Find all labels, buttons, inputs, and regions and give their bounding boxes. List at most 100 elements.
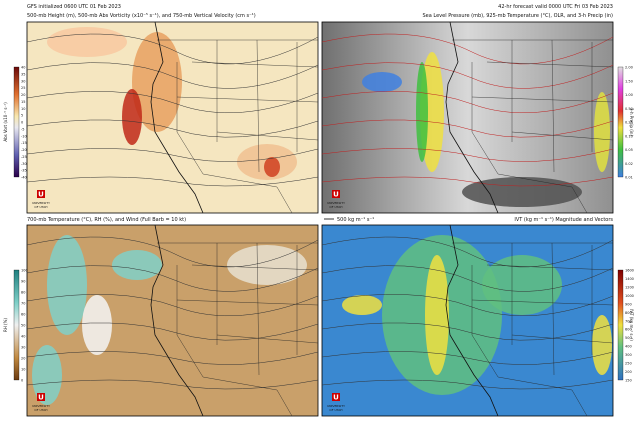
colorbar — [13, 269, 20, 381]
header-left: GFS initialized 0600 UTC 01 Feb 2023 — [27, 4, 121, 10]
logo-mark — [37, 190, 45, 199]
field-shade — [264, 157, 280, 177]
colorbar-label: RH (%) — [3, 318, 8, 332]
field-shade — [47, 235, 87, 335]
colorbar — [13, 66, 20, 178]
colorbar-tick: 90 — [21, 280, 25, 284]
colorbar-tick: 0.25 — [625, 121, 633, 125]
colorbar-tick: -10 — [21, 134, 27, 138]
colorbar-tick: 80 — [21, 291, 25, 295]
colorbar-tick: 0.50 — [625, 107, 633, 111]
logo-text: OF UTAH — [34, 408, 47, 412]
colorbar-tick: -25 — [21, 155, 27, 159]
colorbar-tick: 30 — [21, 79, 25, 83]
field-shade — [362, 72, 402, 92]
colorbar-tick: 150 — [625, 379, 632, 383]
colorbar-tick: 400 — [625, 345, 632, 349]
colorbar-label: Abs Vort (x10⁻⁵ s⁻¹) — [3, 102, 8, 142]
contour — [26, 379, 319, 390]
colorbar-tick: 0.01 — [625, 176, 633, 180]
colorbar-tick: 250 — [625, 362, 632, 366]
field-shade — [592, 315, 612, 375]
logo-text: OF UTAH — [34, 205, 47, 209]
field-shade — [32, 345, 62, 405]
colorbar-tick: 1.00 — [625, 93, 633, 97]
panel-title: IVT (kg m⁻¹ s⁻¹) Magnitude and Vectors — [514, 217, 613, 223]
logo-text: UNIVERSITY — [32, 404, 50, 408]
field-shade — [342, 295, 382, 315]
logo-mark — [332, 393, 340, 402]
logo-text: UNIVERSITY — [327, 404, 345, 408]
colorbar-tick: 1.50 — [625, 79, 633, 83]
field-shade — [425, 255, 449, 375]
colorbar-tick: -30 — [21, 162, 27, 166]
colorbar-tick: 40 — [21, 66, 25, 70]
field-shade — [482, 255, 562, 315]
colorbar-tick: 50 — [21, 324, 25, 328]
colorbar-tick: 600 — [625, 328, 632, 332]
colorbar-tick: 800 — [625, 311, 632, 315]
contour — [26, 236, 319, 268]
colorbar-tick: 900 — [625, 302, 632, 306]
colorbar-tick: 2.00 — [625, 66, 633, 70]
colorbar-tick: 0 — [21, 121, 23, 125]
colorbar-tick: 15 — [21, 100, 25, 104]
colorbar-tick: 200 — [625, 370, 632, 374]
panel-title: 500-mb Height (m), 500-mb Abs Vorticity … — [27, 13, 256, 19]
header-right: 42-hr forecast valid 0000 UTC Fri 03 Feb… — [498, 4, 613, 10]
colorbar — [617, 269, 624, 381]
colorbar-tick: 40 — [21, 335, 25, 339]
colorbar-tick: 30 — [21, 346, 25, 350]
field-shade — [122, 89, 142, 145]
colorbar-tick: 5 — [21, 114, 23, 118]
colorbar-tick: 60 — [21, 313, 25, 317]
colorbar-tick: -5 — [21, 127, 25, 131]
field-shade — [227, 245, 307, 285]
logo-mark — [37, 393, 45, 402]
colorbar-tick: 10 — [21, 368, 25, 372]
colorbar-tick: 0.05 — [625, 148, 633, 152]
contour — [321, 379, 614, 390]
field-shade — [112, 250, 162, 280]
colorbar-tick: 1600 — [625, 269, 634, 273]
colorbar-tick: 35 — [21, 72, 25, 76]
contour — [321, 176, 614, 187]
panel-title: Sea Level Pressure (mb), 925-mb Temperat… — [423, 13, 614, 19]
colorbar-tick: 1000 — [625, 294, 634, 298]
logo-mark — [332, 190, 340, 199]
colorbar-tick: 0 — [21, 379, 23, 383]
contour — [321, 236, 614, 268]
colorbar-tick: 1200 — [625, 285, 634, 289]
colorbar-tick: 100 — [21, 269, 28, 273]
field-shade — [82, 295, 112, 355]
logo-text: UNIVERSITY — [327, 201, 345, 205]
colorbar-tick: 20 — [21, 357, 25, 361]
colorbar-tick: 70 — [21, 302, 25, 306]
colorbar-tick: 0.10 — [625, 134, 633, 138]
colorbar-tick: -20 — [21, 148, 27, 152]
colorbar-tick: 25 — [21, 86, 25, 90]
panel-title: 700-mb Temperature (°C), RH (%), and Win… — [27, 217, 186, 223]
logo-text: OF UTAH — [329, 205, 342, 209]
colorbar-tick: 20 — [21, 93, 25, 97]
panels: GFS initialized 0600 UTC 01 Feb 2023 42-h… — [3, 4, 634, 417]
colorbar-tick: 0.02 — [625, 162, 633, 166]
contour — [26, 148, 319, 162]
field-shade — [132, 32, 182, 132]
field-shade — [462, 177, 582, 207]
colorbar-tick: 1400 — [625, 277, 634, 281]
field-shade — [416, 62, 428, 162]
colorbar-tick: 500 — [625, 336, 632, 340]
contour — [26, 351, 319, 365]
colorbar-tick: 700 — [625, 319, 632, 323]
contour — [26, 176, 319, 187]
logo-text: UNIVERSITY — [32, 201, 50, 205]
colorbar — [617, 66, 624, 178]
logo-text: OF UTAH — [329, 408, 342, 412]
reference-label: 500 kg m⁻¹ s⁻¹ — [337, 217, 374, 223]
colorbar-tick: 10 — [21, 107, 25, 111]
colorbar-label: IVT (kg m⁻¹ s⁻¹) — [629, 309, 634, 341]
